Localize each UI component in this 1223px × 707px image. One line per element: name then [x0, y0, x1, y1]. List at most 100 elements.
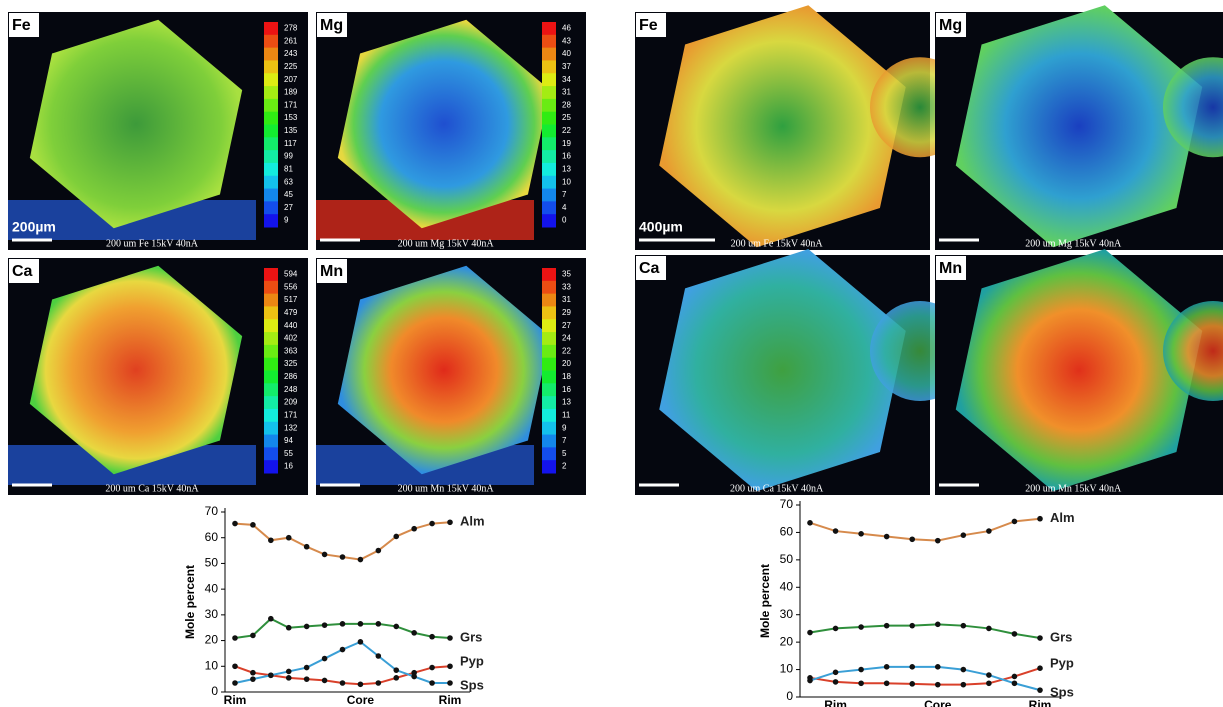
colorbar-label: 243	[284, 49, 298, 58]
x-tick-label: Rim	[824, 698, 847, 707]
y-tick-label: 60	[780, 525, 794, 539]
colorbar-label: 261	[284, 36, 298, 45]
garnet-crystal	[337, 19, 551, 229]
map-label: Ca	[12, 263, 33, 280]
point	[393, 533, 400, 540]
colorbar-band	[264, 306, 278, 320]
map-label: Ca	[639, 260, 660, 277]
colorbar-band	[264, 447, 278, 461]
colorbar-label: 556	[284, 282, 298, 291]
colorbar-band	[542, 268, 556, 282]
colorbar-label: 248	[284, 385, 298, 394]
point	[429, 520, 435, 527]
y-tick-label: 30	[780, 607, 794, 621]
point	[285, 675, 292, 681]
point	[429, 633, 435, 640]
colorbar-band	[542, 47, 556, 61]
point	[883, 533, 890, 540]
point	[934, 537, 941, 544]
colorbar-label: 9	[284, 216, 289, 225]
colorbar-band	[264, 357, 278, 371]
point	[883, 680, 890, 687]
scale-bar-label: 400µm	[639, 219, 683, 235]
colorbar-band	[542, 280, 556, 295]
colorbar-label: 46	[562, 24, 571, 33]
colorbar-label: 171	[284, 410, 298, 419]
colorbar-label: 278	[284, 24, 298, 33]
colorbar-band	[542, 73, 556, 87]
point	[250, 522, 256, 528]
garnet-crystal	[29, 265, 243, 475]
point	[232, 520, 238, 527]
colorbar-band	[542, 306, 556, 320]
label-box	[9, 13, 39, 37]
y-tick-label: 60	[205, 530, 219, 544]
garnet-crystal	[955, 249, 1203, 492]
colorbar-band	[264, 396, 278, 410]
colorbar-label: 517	[284, 295, 298, 304]
point	[986, 672, 992, 678]
point	[1011, 673, 1018, 680]
colorbar-band	[542, 383, 556, 397]
colorbar-band	[264, 47, 278, 61]
colorbar-band	[542, 175, 556, 190]
point	[986, 680, 992, 687]
label-box	[317, 13, 347, 37]
point	[1037, 665, 1043, 671]
point	[1037, 635, 1043, 641]
colorbar-label: 63	[284, 177, 293, 186]
point	[339, 621, 346, 627]
map-label: Fe	[639, 17, 658, 34]
colorbar-label: 10	[562, 177, 571, 186]
point	[1011, 518, 1018, 525]
point	[303, 664, 310, 671]
point	[960, 666, 967, 673]
point	[960, 681, 967, 688]
x-tick-label: Rim	[224, 693, 247, 707]
point	[357, 639, 364, 645]
colorbar-band	[264, 344, 278, 359]
colorbar-band	[264, 22, 278, 36]
point	[986, 625, 992, 632]
garnet-crystal	[659, 5, 906, 248]
series-label: Alm	[1050, 510, 1075, 525]
map-caption: 200 um Mg 15kV 40nA	[1025, 238, 1122, 249]
point	[447, 663, 453, 670]
map-caption: 200 um Fe 15kV 40nA	[106, 238, 199, 249]
point	[303, 543, 310, 550]
colorbar-label: 19	[562, 139, 571, 148]
point	[411, 630, 417, 636]
colorbar-band	[542, 188, 556, 202]
point	[883, 622, 890, 629]
colorbar-label: 31	[562, 88, 571, 97]
colorbar-band	[542, 98, 556, 113]
map-label: Mg	[939, 17, 962, 34]
series-line	[809, 665, 1041, 692]
point	[986, 528, 992, 534]
point	[411, 673, 417, 680]
point	[339, 680, 346, 686]
point	[357, 681, 364, 688]
series-label: Alm	[460, 514, 485, 529]
point	[268, 615, 274, 622]
point	[858, 624, 864, 630]
label-box	[9, 259, 39, 283]
x-tick-label: Rim	[439, 693, 462, 707]
colorbar-band	[264, 73, 278, 87]
y-tick-label: 0	[786, 689, 793, 703]
point	[321, 655, 328, 662]
colorbar-band	[264, 268, 278, 282]
colorbar-band	[542, 357, 556, 371]
point	[393, 667, 400, 673]
colorbar-band	[264, 332, 278, 346]
series-label: Grs	[1050, 629, 1072, 644]
y-tick-label: 20	[780, 634, 794, 648]
label-box	[636, 256, 666, 280]
point	[909, 622, 916, 629]
colorbar-label: 207	[284, 75, 298, 84]
series-label: Pyp	[460, 654, 484, 669]
colorbar-label: 43	[562, 36, 571, 45]
neighbor-grain	[1163, 57, 1223, 158]
colorbar-label: 117	[284, 139, 297, 148]
colorbar-label: 135	[284, 126, 298, 135]
